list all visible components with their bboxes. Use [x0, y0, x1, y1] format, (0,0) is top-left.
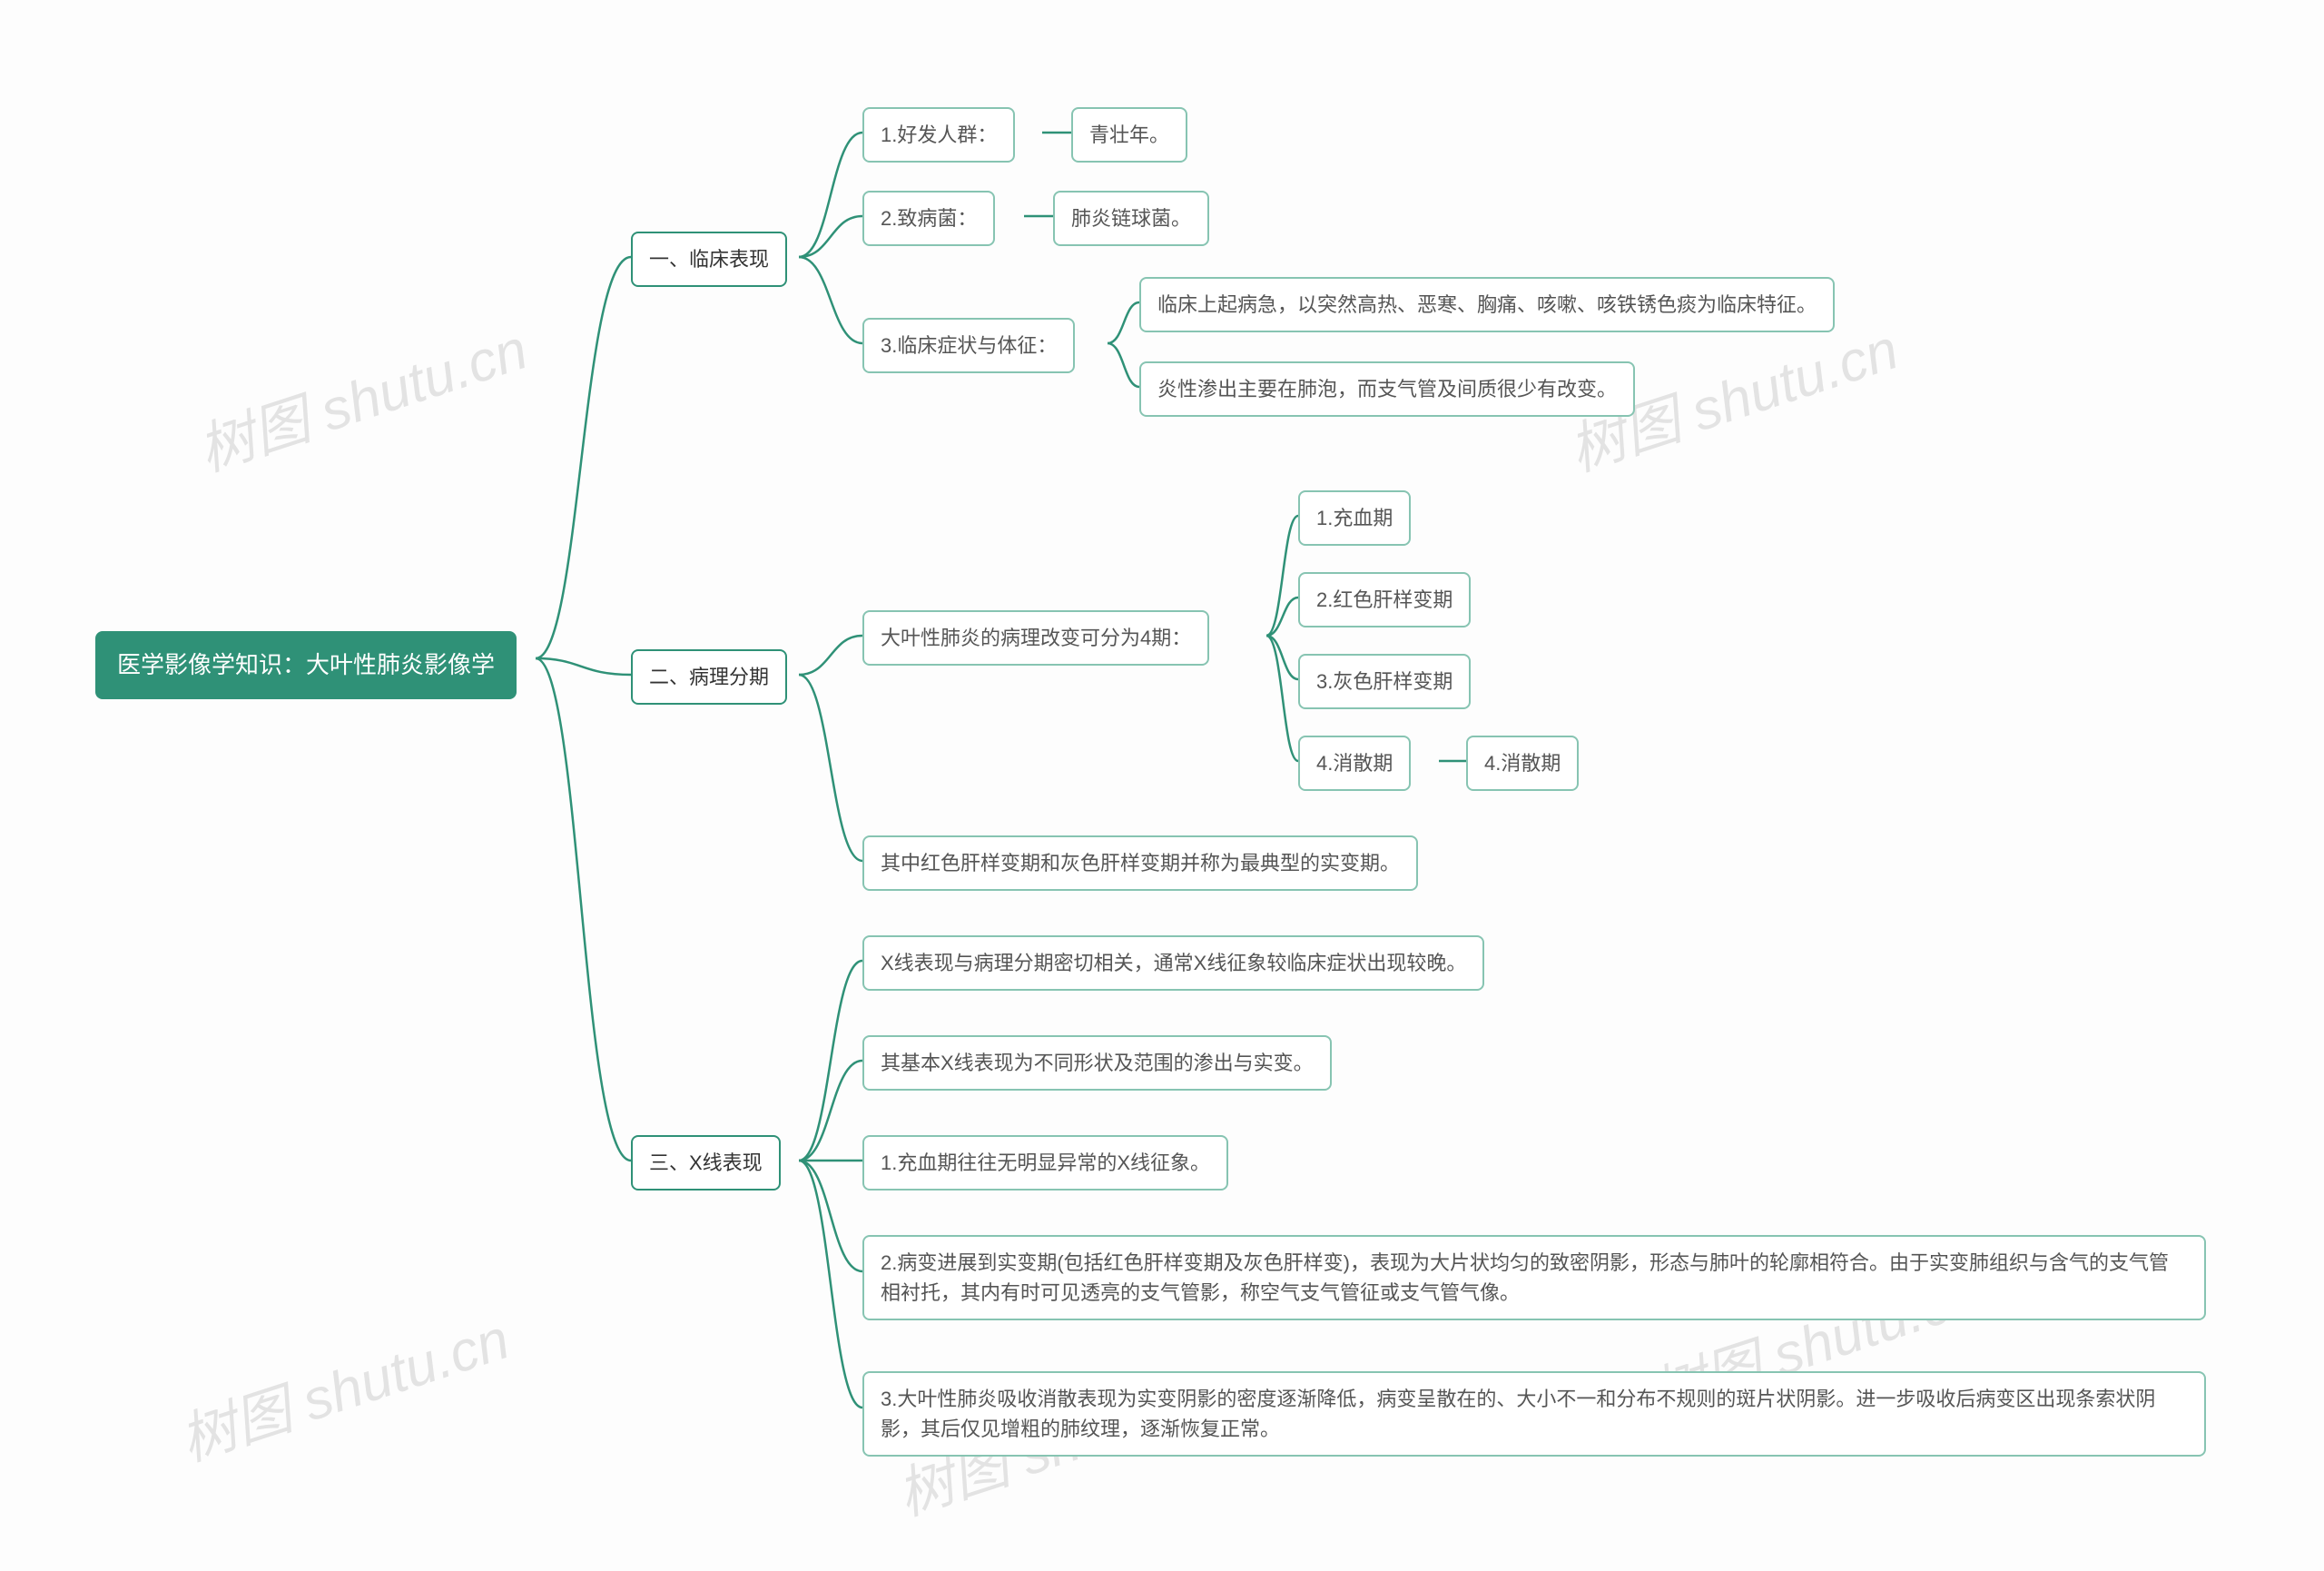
node-xray-1[interactable]: X线表现与病理分期密切相关，通常X线征象较临床症状出现较晚。	[862, 935, 1484, 991]
node-stage-4[interactable]: 4.消散期	[1298, 736, 1411, 791]
node-pathogen[interactable]: 2.致病菌：	[862, 191, 995, 246]
node-symptoms[interactable]: 3.临床症状与体征：	[862, 318, 1075, 373]
node-stage-4-dup[interactable]: 4.消散期	[1466, 736, 1579, 791]
node-xray-3[interactable]: 1.充血期往往无明显异常的X线征象。	[862, 1135, 1228, 1191]
node-xray-4[interactable]: 2.病变进展到实变期(包括红色肝样变期及灰色肝样变)，表现为大片状均匀的致密阴影…	[862, 1235, 2206, 1320]
node-xray-5[interactable]: 3.大叶性肺炎吸收消散表现为实变阴影的密度逐渐降低，病变呈散在的、大小不一和分布…	[862, 1371, 2206, 1457]
node-population[interactable]: 1.好发人群：	[862, 107, 1015, 163]
node-stage-3[interactable]: 3.灰色肝样变期	[1298, 654, 1471, 709]
node-stages-intro[interactable]: 大叶性肺炎的病理改变可分为4期：	[862, 610, 1209, 666]
watermark: 树图 shutu.cn	[186, 303, 536, 487]
node-symptoms-detail-1[interactable]: 临床上起病急，以突然高热、恶寒、胸痛、咳嗽、咳铁锈色痰为临床特征。	[1139, 277, 1835, 332]
node-stage-2[interactable]: 2.红色肝样变期	[1298, 572, 1471, 627]
branch-clinical[interactable]: 一、临床表现	[631, 232, 787, 287]
node-xray-2[interactable]: 其基本X线表现为不同形状及范围的渗出与实变。	[862, 1035, 1332, 1091]
node-population-value[interactable]: 青壮年。	[1071, 107, 1187, 163]
root-node[interactable]: 医学影像学知识：大叶性肺炎影像学	[95, 631, 517, 699]
watermark: 树图 shutu.cn	[168, 1293, 517, 1477]
node-stage-1[interactable]: 1.充血期	[1298, 490, 1411, 546]
branch-xray[interactable]: 三、X线表现	[631, 1135, 781, 1191]
node-symptoms-detail-2[interactable]: 炎性渗出主要在肺泡，而支气管及间质很少有改变。	[1139, 361, 1635, 417]
node-stages-note[interactable]: 其中红色肝样变期和灰色肝样变期并称为最典型的实变期。	[862, 835, 1418, 891]
node-pathogen-value[interactable]: 肺炎链球菌。	[1053, 191, 1209, 246]
branch-pathology[interactable]: 二、病理分期	[631, 649, 787, 705]
